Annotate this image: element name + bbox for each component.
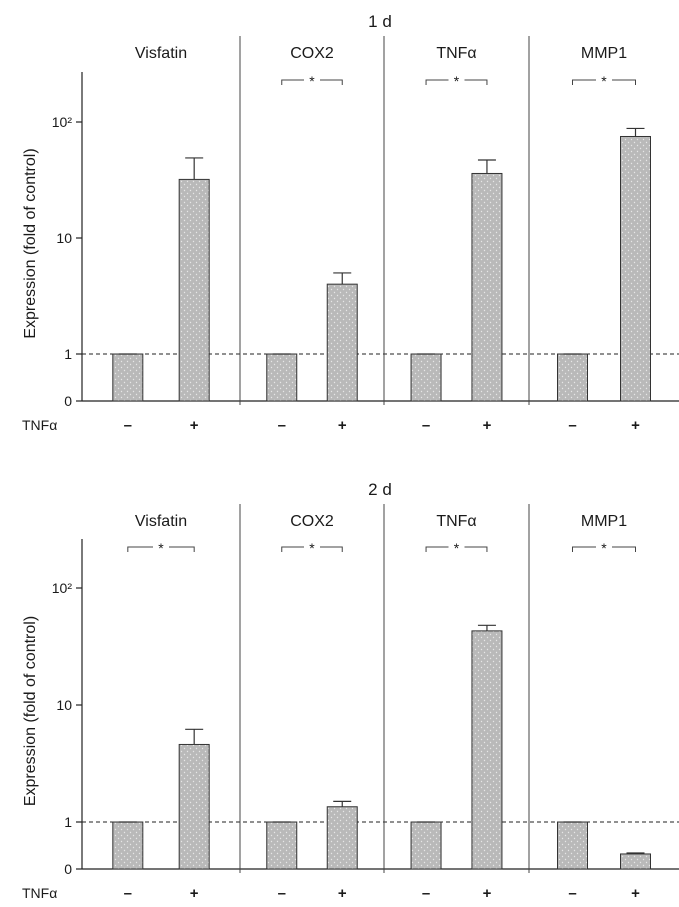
treatment-sign: + [631,417,640,434]
y-tick-label: 10² [52,114,73,130]
bar [112,821,144,870]
group-cox2: COX2 – + * [266,513,358,902]
significance-bracket [425,546,449,552]
treatment-sign: – [278,885,286,902]
treatment-sign: + [631,885,640,902]
y-axis-label: Expression (fold of control) [22,148,39,338]
treatment-sign: + [483,417,492,434]
panel-title: 1 d [368,12,392,31]
group-label: MMP1 [581,45,627,62]
treatment-sign: – [568,885,576,902]
y-tick-label: 1 [64,814,72,830]
bar [620,135,651,402]
significance-bracket [572,79,596,85]
panel-2: 2 d Expression (fold of control) 0 1 10 10² TN… [22,480,679,902]
bar [557,353,588,402]
group-mmp1: MMP1 – + * [557,513,651,902]
bar [620,853,651,870]
y-tick-label: 10 [56,230,72,246]
y-tick-label: 10 [56,697,72,713]
treatment-sign: – [124,885,132,902]
bar [266,353,298,402]
treatment-sign: + [190,885,199,902]
significance-star: * [158,540,164,556]
bar [178,743,210,870]
significance-bracket [320,546,343,552]
treatment-row-label: TNFα [22,885,57,901]
group-visfatin: Visfatin – + * [112,513,210,902]
significance-bracket [612,546,636,552]
significance-star: * [601,540,607,556]
bar [557,821,588,870]
group-label: COX2 [290,513,334,530]
group-visfatin: Visfatin – + [112,45,210,434]
group-label: TNFα [436,45,476,62]
bar [410,821,442,870]
treatment-sign: + [483,885,492,902]
bar [266,821,298,870]
y-axis-label: Expression (fold of control) [22,616,39,806]
group-cox2: COX2 – + * [266,45,358,434]
significance-bracket [425,79,449,85]
significance-bracket [572,546,596,552]
significance-bracket [320,79,343,85]
bar [471,172,503,402]
significance-star: * [309,73,315,89]
significance-bracket [127,546,153,552]
treatment-row-label: TNFα [22,417,57,433]
bar [178,178,210,402]
significance-star: * [601,73,607,89]
y-tick-label: 1 [64,346,72,362]
panel-title: 2 d [368,480,392,499]
significance-star: * [454,73,460,89]
group-label: Visfatin [135,513,187,530]
y-tick-label: 0 [64,861,72,877]
significance-bracket [464,546,488,552]
significance-bracket [169,546,195,552]
significance-bracket [612,79,636,85]
group-mmp1: MMP1 – + * [557,45,651,434]
bar [326,806,358,870]
significance-star: * [454,540,460,556]
group-label: MMP1 [581,513,627,530]
treatment-sign: – [422,885,430,902]
group-label: Visfatin [135,45,187,62]
treatment-sign: – [278,417,286,434]
significance-star: * [309,540,315,556]
bar [471,630,503,870]
significance-bracket [281,79,304,85]
bar [112,353,144,402]
group-label: TNFα [436,513,476,530]
treatment-sign: – [124,417,132,434]
treatment-sign: + [338,885,347,902]
treatment-sign: + [338,417,347,434]
treatment-sign: – [422,417,430,434]
bar [326,283,358,402]
group-tnfα: TNFα – + * [410,45,503,434]
group-label: COX2 [290,45,334,62]
bar [410,353,442,402]
treatment-sign: – [568,417,576,434]
treatment-sign: + [190,417,199,434]
group-tnfα: TNFα – + * [410,513,503,902]
panel-1: 1 d Expression (fold of control) 0 1 10 10² TN… [22,12,679,434]
y-tick-label: 0 [64,393,72,409]
significance-bracket [464,79,488,85]
significance-bracket [281,546,304,552]
y-tick-label: 10² [52,580,73,596]
